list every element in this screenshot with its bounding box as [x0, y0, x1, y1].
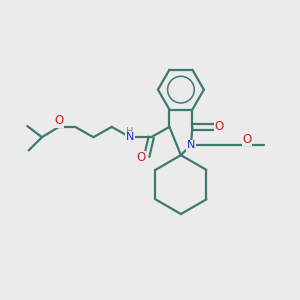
Text: H: H — [126, 127, 134, 137]
Text: O: O — [54, 115, 64, 128]
Text: N: N — [126, 132, 134, 142]
Text: N: N — [187, 140, 195, 150]
Text: O: O — [136, 151, 146, 164]
Text: O: O — [242, 133, 252, 146]
Text: O: O — [215, 120, 224, 134]
